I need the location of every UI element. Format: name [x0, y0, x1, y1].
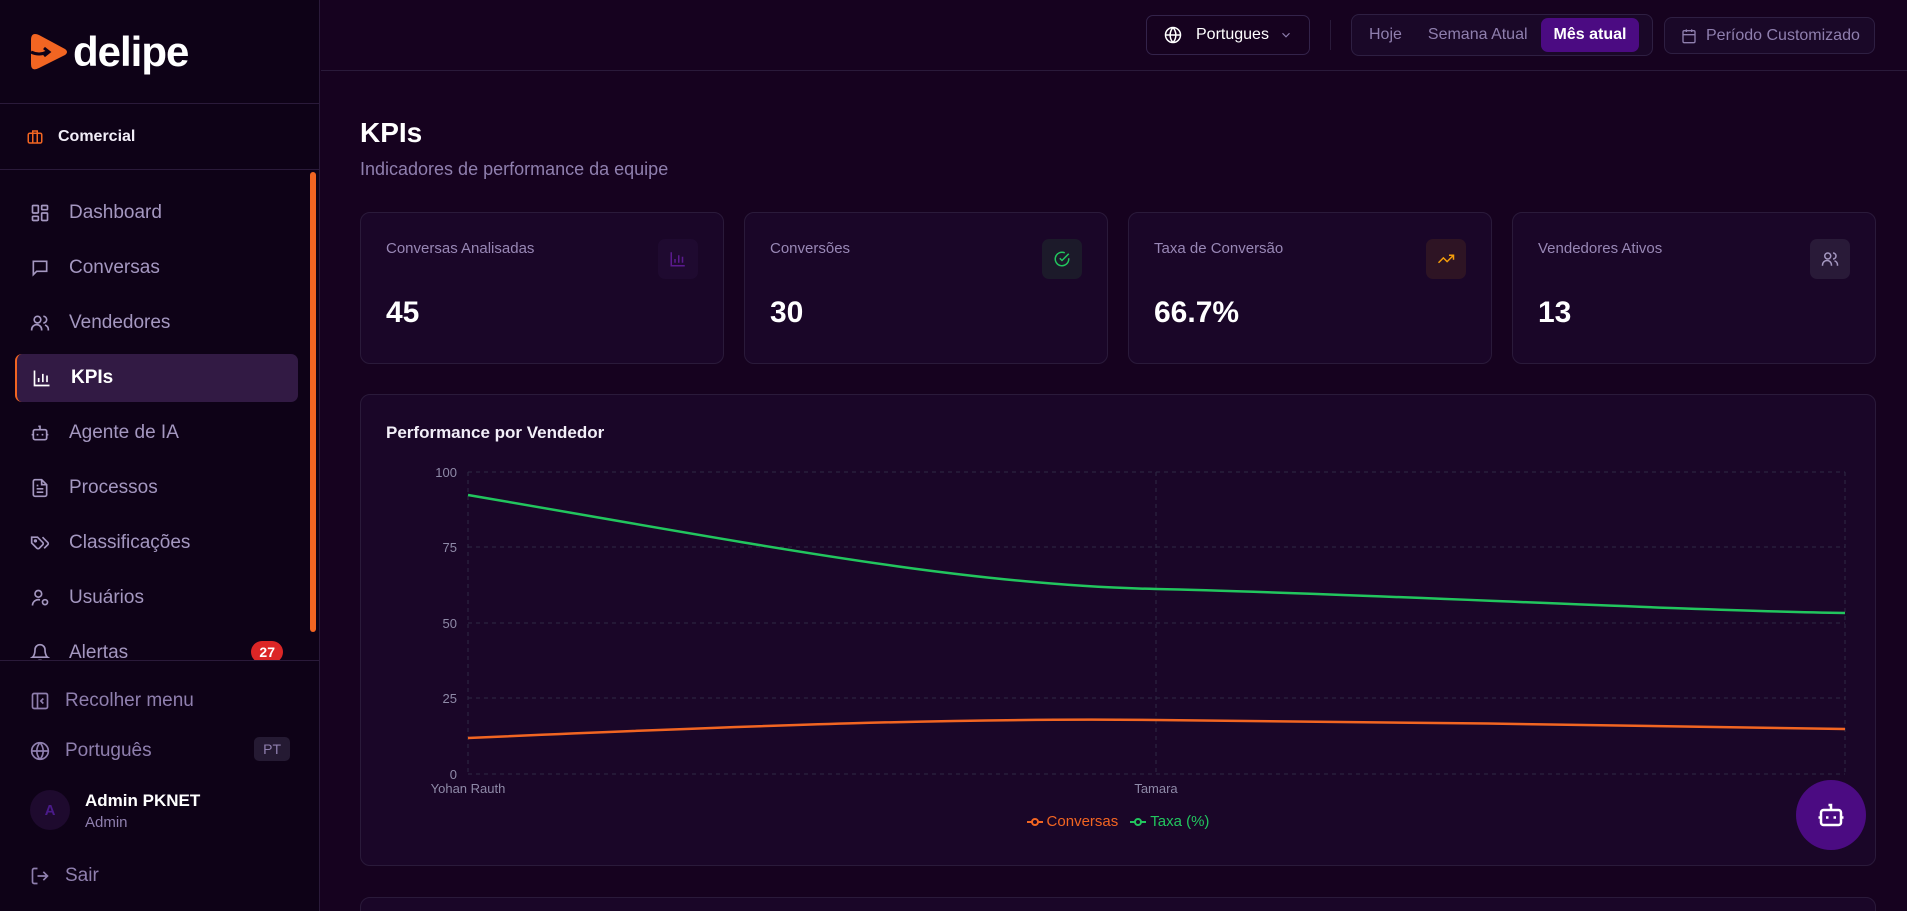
kpi-card-conversoes: Conversões 30 [744, 212, 1108, 364]
user-role: Admin [85, 814, 128, 831]
sidebar-item-dashboard[interactable]: Dashboard [15, 189, 298, 237]
panel-collapse-icon [31, 692, 49, 710]
logo[interactable]: delipe [0, 0, 319, 104]
period-hoje[interactable]: Hoje [1369, 26, 1402, 43]
sidebar-nav: Dashboard Conversas Vendedores KPIs Agen… [0, 171, 320, 660]
bot-icon [1818, 803, 1844, 827]
svg-text:50: 50 [443, 616, 457, 631]
sidebar-scrollbar[interactable] [310, 172, 316, 632]
sidebar-footer: Recolher menu Português PT A Admin PKNET… [0, 660, 320, 911]
kpi-card-conversas-analisadas: Conversas Analisadas 45 [360, 212, 724, 364]
user-settings-icon [31, 589, 49, 606]
svg-text:0: 0 [450, 767, 457, 782]
svg-text:Yohan Rauth: Yohan Rauth [431, 781, 506, 796]
period-segmented-control: Hoje Semana Atual Mês atual [1351, 14, 1653, 56]
users-icon [1810, 239, 1850, 279]
alerts-badge: 27 [251, 641, 283, 660]
calendar-icon [1682, 28, 1696, 43]
bar-chart-icon [658, 239, 698, 279]
trending-up-icon [1426, 239, 1466, 279]
line-chart: 100 75 50 25 0 Yohan Rauth Tamara [431, 465, 1846, 796]
svg-text:Tamara: Tamara [1134, 781, 1178, 796]
chart-title: Performance por Vendedor [386, 423, 605, 442]
avatar[interactable]: A [30, 790, 70, 830]
dashboard-icon [31, 204, 49, 222]
user-name: Admin PKNET [85, 791, 201, 810]
sidebar-item-conversas[interactable]: Conversas [15, 244, 298, 292]
brand-name: delipe [73, 27, 189, 75]
section-label: Comercial [58, 127, 136, 145]
globe-icon [30, 741, 50, 761]
sidebar-item-processos[interactable]: Processos [15, 464, 298, 512]
divider [1330, 20, 1331, 50]
chevron-down-icon [1282, 32, 1290, 38]
globe-icon [1164, 26, 1182, 44]
kpi-card-taxa-conversao: Taxa de Conversão 66.7% [1128, 212, 1492, 364]
document-icon [32, 478, 48, 498]
sidebar-item-alertas[interactable]: Alertas 27 [15, 629, 298, 660]
svg-text:25: 25 [443, 691, 457, 706]
sidebar: delipe Comercial Dashboard Conversas Ven… [0, 0, 320, 911]
logout-button[interactable]: Sair [30, 865, 99, 887]
kpi-card-vendedores-ativos: Vendedores Ativos 13 [1512, 212, 1876, 364]
logout-icon [31, 867, 49, 885]
sidebar-item-classificacoes[interactable]: Classificações [15, 519, 298, 567]
chart-legend: Conversas Taxa (%) [361, 813, 1875, 830]
page-subtitle: Indicadores de performance da equipe [360, 159, 669, 179]
top-header: Portugues Hoje Semana Atual Mês atual Pe… [321, 0, 1907, 71]
bar-chart-icon [33, 370, 50, 387]
language-toggle[interactable]: Português [30, 740, 152, 762]
sidebar-item-vendedores[interactable]: Vendedores [15, 299, 298, 347]
collapse-menu-button[interactable]: Recolher menu [30, 690, 194, 712]
bot-icon [31, 425, 49, 441]
line-marker-icon [1026, 817, 1043, 826]
language-select[interactable]: Portugues [1146, 15, 1310, 55]
chart-performance-por-vendedor: Performance por Vendedor 100 75 50 25 0 … [360, 394, 1876, 866]
next-section-card [360, 897, 1876, 911]
users-icon [30, 315, 50, 331]
svg-text:75: 75 [443, 540, 457, 555]
ai-assistant-button[interactable] [1796, 780, 1866, 850]
logo-icon [30, 33, 67, 69]
line-marker-icon [1130, 817, 1147, 826]
legend-taxa[interactable]: Taxa (%) [1130, 813, 1209, 830]
section-comercial[interactable]: Comercial [0, 104, 319, 170]
legend-conversas[interactable]: Conversas [1026, 813, 1118, 830]
sidebar-item-agente-ia[interactable]: Agente de IA [15, 409, 298, 457]
period-mes-atual[interactable]: Mês atual [1540, 18, 1640, 52]
tags-icon [30, 536, 50, 550]
period-semana-atual[interactable]: Semana Atual [1427, 26, 1528, 43]
sidebar-item-kpis[interactable]: KPIs [15, 354, 298, 402]
custom-period-button[interactable]: Período Customizado [1664, 17, 1875, 54]
svg-text:100: 100 [435, 465, 457, 480]
bell-icon [30, 643, 50, 660]
sidebar-item-usuarios[interactable]: Usuários [15, 574, 298, 622]
language-code-tag: PT [254, 737, 290, 761]
chat-icon [32, 260, 48, 277]
check-circle-icon [1042, 239, 1082, 279]
page-title: KPIs [360, 117, 423, 148]
briefcase-icon [27, 129, 43, 144]
